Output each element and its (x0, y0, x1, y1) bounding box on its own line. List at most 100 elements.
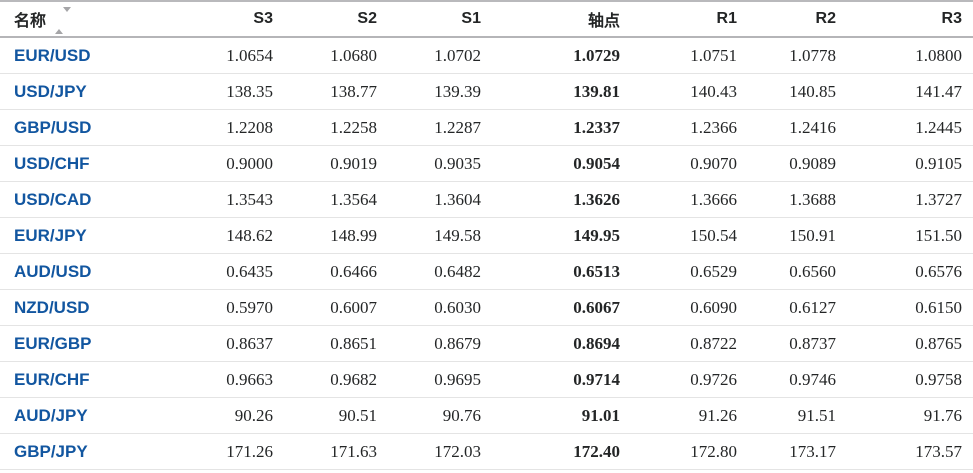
pair-name-link[interactable]: EUR/USD (14, 45, 91, 65)
table-row: USD/JPY 138.35 138.77 139.39 139.81 140.43 140… (0, 73, 973, 110)
cell-r1: 91.26 (644, 397, 761, 434)
cell-r1: 172.80 (644, 433, 761, 470)
cell-name[interactable]: EUR/CHF (0, 361, 165, 398)
cell-s2: 90.51 (297, 397, 401, 434)
cell-name[interactable]: AUD/USD (0, 253, 165, 290)
pair-name-link[interactable]: USD/JPY (14, 81, 87, 101)
pair-name-link[interactable]: AUD/USD (14, 261, 92, 281)
cell-name[interactable]: GBP/JPY (0, 433, 165, 470)
cell-pivot: 139.81 (505, 73, 644, 110)
table-row: GBP/JPY 171.26 171.63 172.03 172.40 172.80 173… (0, 433, 973, 470)
cell-r2: 91.51 (761, 397, 860, 434)
cell-s2: 0.6466 (297, 253, 401, 290)
table-row: EUR/JPY 148.62 148.99 149.58 149.95 150.54 150… (0, 217, 973, 254)
cell-r1: 1.0751 (644, 37, 761, 74)
pair-name-link[interactable]: EUR/GBP (14, 333, 92, 353)
cell-r3: 0.8765 (860, 325, 973, 362)
cell-name[interactable]: USD/CHF (0, 145, 165, 182)
pair-name-link[interactable]: EUR/JPY (14, 225, 87, 245)
cell-r2: 0.8737 (761, 325, 860, 362)
cell-r3: 0.6576 (860, 253, 973, 290)
cell-r3: 0.9758 (860, 361, 973, 398)
table-header: 名称 S3 S2 S1 轴点 R1 R2 R3 (0, 0, 973, 38)
table-row: EUR/USD 1.0654 1.0680 1.0702 1.0729 1.0751 1.0… (0, 37, 973, 74)
pair-name-link[interactable]: GBP/USD (14, 117, 92, 137)
cell-name[interactable]: GBP/USD (0, 109, 165, 146)
cell-name[interactable]: EUR/USD (0, 37, 165, 74)
cell-s2: 138.77 (297, 73, 401, 110)
cell-r2: 0.6560 (761, 253, 860, 290)
cell-s1: 0.6482 (401, 253, 505, 290)
cell-pivot: 1.3626 (505, 181, 644, 218)
cell-s3: 171.26 (165, 433, 297, 470)
cell-s3: 0.5970 (165, 289, 297, 326)
column-header-name-label: 名称 (14, 13, 47, 30)
cell-s2: 0.6007 (297, 289, 401, 326)
cell-s1: 149.58 (401, 217, 505, 254)
cell-s3: 0.6435 (165, 253, 297, 290)
sort-icon[interactable] (55, 6, 72, 34)
cell-pivot: 0.9054 (505, 145, 644, 182)
cell-s3: 1.3543 (165, 181, 297, 218)
cell-r3: 173.57 (860, 433, 973, 470)
column-header-pivot: 轴点 (505, 0, 644, 38)
cell-r1: 0.6529 (644, 253, 761, 290)
cell-pivot: 0.9714 (505, 361, 644, 398)
pair-name-link[interactable]: USD/CHF (14, 153, 90, 173)
column-header-s1: S1 (401, 0, 505, 38)
cell-s1: 0.8679 (401, 325, 505, 362)
pair-name-link[interactable]: EUR/CHF (14, 369, 90, 389)
table-row: AUD/USD 0.6435 0.6466 0.6482 0.6513 0.6529 0.6… (0, 253, 973, 290)
cell-r3: 1.2445 (860, 109, 973, 146)
cell-s1: 90.76 (401, 397, 505, 434)
cell-pivot: 0.6513 (505, 253, 644, 290)
cell-name[interactable]: EUR/JPY (0, 217, 165, 254)
cell-name[interactable]: NZD/USD (0, 289, 165, 326)
cell-r3: 0.9105 (860, 145, 973, 182)
pair-name-link[interactable]: NZD/USD (14, 297, 90, 317)
cell-r3: 141.47 (860, 73, 973, 110)
cell-s2: 0.8651 (297, 325, 401, 362)
table-row: NZD/USD 0.5970 0.6007 0.6030 0.6067 0.6090 0.6… (0, 289, 973, 326)
cell-r3: 91.76 (860, 397, 973, 434)
pair-name-link[interactable]: GBP/JPY (14, 441, 88, 461)
cell-s1: 172.03 (401, 433, 505, 470)
cell-pivot: 1.2337 (505, 109, 644, 146)
cell-r1: 0.6090 (644, 289, 761, 326)
cell-s3: 1.2208 (165, 109, 297, 146)
table-row: EUR/CHF 0.9663 0.9682 0.9695 0.9714 0.9726 0.9… (0, 361, 973, 398)
cell-r2: 1.2416 (761, 109, 860, 146)
cell-r3: 1.3727 (860, 181, 973, 218)
cell-r1: 0.9726 (644, 361, 761, 398)
cell-name[interactable]: AUD/JPY (0, 397, 165, 434)
cell-pivot: 149.95 (505, 217, 644, 254)
cell-r1: 0.9070 (644, 145, 761, 182)
cell-name[interactable]: USD/JPY (0, 73, 165, 110)
cell-r2: 0.6127 (761, 289, 860, 326)
pair-name-link[interactable]: AUD/JPY (14, 405, 88, 425)
table-body: EUR/USD 1.0654 1.0680 1.0702 1.0729 1.0751 1.0… (0, 37, 973, 470)
table-row: GBP/USD 1.2208 1.2258 1.2287 1.2337 1.2366 1.2… (0, 109, 973, 146)
cell-pivot: 0.8694 (505, 325, 644, 362)
cell-s2: 0.9019 (297, 145, 401, 182)
cell-r3: 0.6150 (860, 289, 973, 326)
table-row: AUD/JPY 90.26 90.51 90.76 91.01 91.26 91.51 91.… (0, 397, 973, 434)
cell-r1: 150.54 (644, 217, 761, 254)
cell-name[interactable]: USD/CAD (0, 181, 165, 218)
cell-s2: 171.63 (297, 433, 401, 470)
cell-r2: 0.9746 (761, 361, 860, 398)
cell-r1: 1.2366 (644, 109, 761, 146)
header-row: 名称 S3 S2 S1 轴点 R1 R2 R3 (0, 0, 973, 38)
cell-name[interactable]: EUR/GBP (0, 325, 165, 362)
pair-name-link[interactable]: USD/CAD (14, 189, 92, 209)
cell-s3: 0.8637 (165, 325, 297, 362)
table-row: USD/CHF 0.9000 0.9019 0.9035 0.9054 0.9070 0.9… (0, 145, 973, 182)
cell-pivot: 1.0729 (505, 37, 644, 74)
column-header-name[interactable]: 名称 (0, 0, 165, 38)
sort-up-arrow-icon (55, 11, 64, 34)
cell-s1: 139.39 (401, 73, 505, 110)
cell-pivot: 172.40 (505, 433, 644, 470)
table-row: EUR/GBP 0.8637 0.8651 0.8679 0.8694 0.8722 0.8… (0, 325, 973, 362)
